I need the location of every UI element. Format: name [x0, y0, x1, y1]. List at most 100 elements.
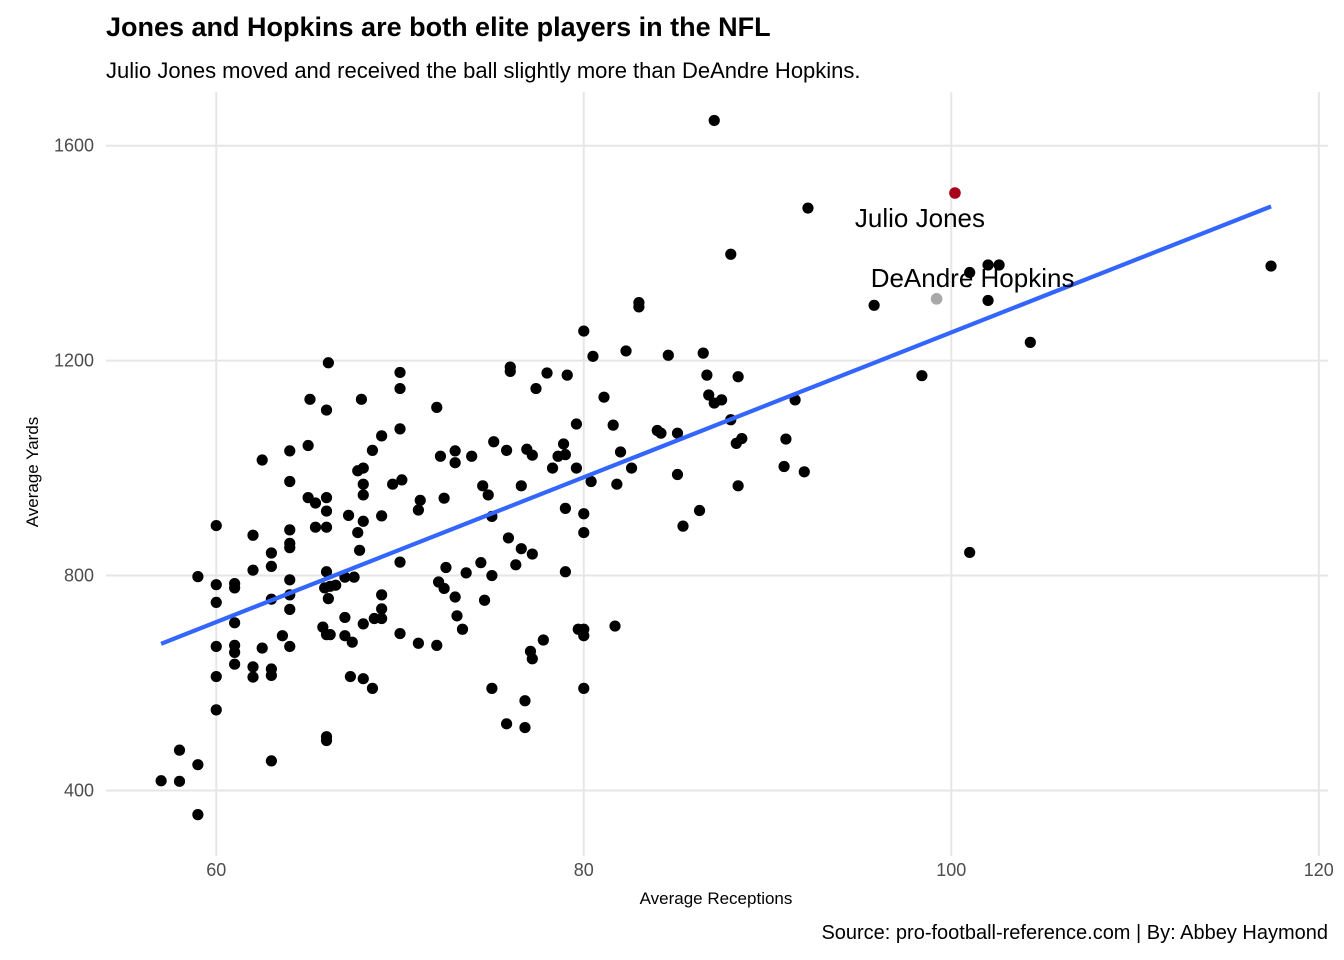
data-point [715, 394, 728, 406]
data-point [352, 465, 364, 477]
data-point [330, 579, 342, 591]
data-point [449, 457, 461, 469]
data-point [732, 480, 744, 492]
data-point [322, 357, 334, 369]
x-tick-label: 100 [936, 860, 966, 880]
data-point [438, 582, 450, 595]
data-point [703, 389, 715, 401]
data-point [671, 427, 684, 439]
data-point [265, 560, 277, 573]
data-point [276, 630, 289, 642]
data-point [504, 365, 516, 377]
data-point [868, 299, 880, 311]
data-point [173, 775, 186, 787]
data-point [431, 639, 443, 651]
data-point [578, 630, 590, 642]
data-point [578, 526, 590, 539]
data-point [394, 423, 406, 435]
data-point [708, 114, 720, 127]
data-point [284, 475, 296, 488]
data-point [570, 462, 583, 474]
data-point [964, 546, 976, 559]
data-point [284, 603, 296, 615]
data-point [916, 370, 928, 382]
data-point [284, 574, 296, 586]
julio-jones-label: Julio Jones [855, 203, 985, 233]
data-point [192, 809, 204, 821]
data-point [229, 617, 241, 629]
data-point [515, 480, 527, 492]
data-point [210, 579, 222, 591]
data-point [376, 430, 388, 442]
data-point [320, 505, 333, 517]
data-point [1024, 336, 1036, 348]
data-point [521, 443, 533, 455]
data-point [317, 621, 329, 633]
data-point [701, 369, 713, 381]
data-point [155, 775, 167, 787]
data-point [526, 548, 538, 560]
x-tick-label: 80 [574, 860, 594, 880]
data-point [348, 571, 360, 583]
data-point [519, 721, 531, 734]
annotations: Julio Jones DeAndre Hopkins [855, 203, 1075, 293]
data-point [662, 349, 674, 361]
data-point [475, 557, 487, 569]
data-point [192, 571, 204, 583]
data-point [376, 589, 388, 601]
data-point [780, 433, 792, 445]
data-point [466, 450, 478, 462]
data-point [559, 566, 571, 578]
data-point [366, 682, 379, 694]
data-point [609, 620, 621, 632]
data-point [357, 489, 369, 501]
data-point [320, 734, 333, 747]
x-tick-label: 120 [1304, 860, 1334, 880]
data-point [357, 673, 369, 685]
data-point [502, 532, 515, 544]
data-point [210, 670, 222, 683]
data-point [412, 504, 424, 516]
data-point [552, 450, 564, 462]
y-tick-label: 1200 [54, 351, 94, 371]
data-point [284, 445, 296, 457]
chart-title: Jones and Hopkins are both elite players… [106, 12, 771, 42]
data-point [964, 266, 976, 279]
data-point [598, 391, 610, 403]
deandre-hopkins-label: DeAndre Hopkins [871, 263, 1075, 293]
deandre-hopkins-point [930, 293, 943, 305]
data-point [730, 437, 742, 449]
data-point [256, 454, 268, 466]
data-point [982, 259, 994, 271]
data-point [346, 636, 358, 648]
data-point [352, 526, 364, 539]
data-point [500, 718, 513, 730]
data-point [478, 594, 491, 606]
y-tick-label: 800 [64, 566, 94, 586]
data-point [488, 436, 500, 448]
data-point [693, 504, 706, 517]
data-point [247, 661, 259, 673]
x-axis-ticks: 60 80 100 120 [206, 860, 1334, 880]
data-point [302, 439, 314, 452]
data-point [449, 591, 461, 603]
data-point [614, 446, 627, 458]
data-point [319, 582, 331, 594]
data-point [620, 345, 632, 357]
data-point [210, 640, 222, 653]
data-point [993, 259, 1005, 271]
data-point [247, 671, 259, 683]
data-point [284, 542, 296, 554]
data-point [585, 475, 597, 488]
data-point [247, 529, 259, 541]
data-point [431, 401, 443, 413]
data-point [655, 427, 667, 439]
data-point [456, 623, 469, 635]
data-point [394, 556, 406, 568]
data-point [339, 611, 351, 624]
data-point [304, 393, 316, 405]
data-point [460, 567, 472, 579]
data-point [778, 460, 790, 473]
julio-jones-point [949, 187, 961, 199]
data-point [412, 637, 424, 649]
